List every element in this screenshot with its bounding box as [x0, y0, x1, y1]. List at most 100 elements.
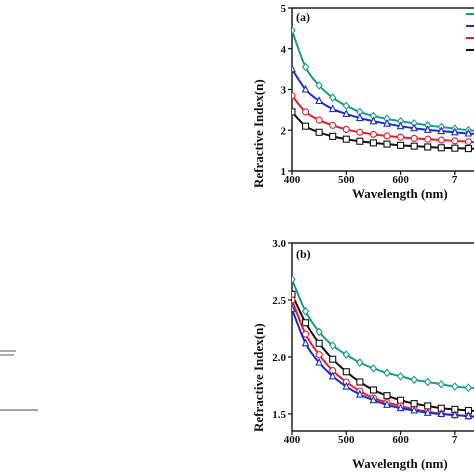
- panel-b-point-black: [397, 396, 405, 404]
- panel-b-x-tick-label: 400: [284, 434, 301, 446]
- panel-a-point-blue: [410, 123, 419, 132]
- panel-a-point-black: [451, 144, 459, 152]
- panel-b-x-tick-label: 600: [392, 434, 409, 446]
- panel-a-point-red: [329, 121, 337, 129]
- panel-a-y-tick-label: 4: [281, 44, 287, 56]
- panel-a-point-blue: [423, 125, 432, 133]
- panel-b-point-teal: [410, 375, 418, 385]
- panel-b-point-teal: [396, 371, 405, 381]
- panel-b-point-teal: [451, 382, 459, 391]
- panel-a-point-blue: [342, 109, 351, 117]
- panel-a-point-black: [424, 143, 432, 151]
- panel-a-point-blue: [369, 116, 378, 125]
- panel-a-point-blue: [437, 126, 446, 135]
- panel-a-point-blue: [383, 119, 391, 127]
- panel-b-point-blue: [396, 403, 405, 412]
- panel-b-point-blue: [383, 400, 391, 408]
- panel-a-xlabel: Wavelength (nm): [352, 186, 448, 201]
- panel-a-point-blue: [464, 128, 473, 137]
- panel-b-series-blue: [292, 304, 474, 420]
- panel-b-point-teal: [292, 275, 296, 284]
- panel-b-ticks: 400 500 600 7 1.5 2.0 2.5 3.0: [272, 238, 458, 446]
- panel-a-line-teal: [292, 30, 474, 132]
- panel-a-point-red: [292, 92, 296, 100]
- panel-b-point-teal: [369, 363, 378, 373]
- panel-a-point-red: [464, 138, 472, 146]
- panel-a-point-blue: [301, 84, 310, 93]
- panel-a-label: (a): [296, 10, 310, 24]
- panel-b-point-teal: [356, 358, 364, 367]
- panel-a-point-blue: [450, 127, 459, 136]
- panel-a-point-teal: [292, 26, 296, 35]
- panel-b-point-blue: [315, 357, 324, 366]
- panel-b-point-red: [292, 296, 296, 304]
- panel-b-point-blue: [328, 371, 337, 380]
- panel-a-point-black: [342, 135, 350, 143]
- panel-a-point-black: [292, 108, 296, 116]
- panel-b-point-blue: [410, 405, 419, 414]
- panel-a-series-red: [292, 92, 474, 146]
- panel-b-point-blue: [292, 304, 296, 313]
- panel-b-point-blue: [464, 411, 473, 420]
- panel-b: 400 500 600 7 1.5 2.0 2.5 3.0 (b) Wavelength (n…: [251, 238, 474, 471]
- panel-b-series-teal: [292, 275, 474, 393]
- panel-b-point-blue: [301, 338, 310, 347]
- panel-b-point-black: [342, 368, 350, 376]
- panel-a-x-tick-label: 7: [452, 174, 458, 186]
- panel-b-x-tick-label: 500: [338, 434, 355, 446]
- panel-b-y-tick-label: 1.5: [272, 409, 286, 421]
- panel-b-plot-area: [291, 242, 474, 432]
- panel-a-x-tick-label: 400: [284, 174, 301, 186]
- panel-a-series-blue: [292, 64, 474, 137]
- panel-b-point-teal: [301, 307, 310, 316]
- panel-b-point-black: [302, 319, 310, 327]
- panel-b-label: (b): [296, 247, 311, 261]
- panel-a-point-teal: [315, 81, 323, 90]
- panel-b-point-black: [410, 400, 418, 408]
- panel-b-point-black: [369, 386, 377, 394]
- panel-b-point-blue: [355, 389, 364, 398]
- panel-a-series-group: [292, 26, 474, 153]
- panel-b-point-blue: [437, 409, 446, 417]
- panel-b-y-tick-label: 3.0: [272, 238, 286, 250]
- panel-a-point-black: [329, 132, 337, 140]
- panel-a-point-black: [356, 137, 364, 145]
- panel-a-point-red: [451, 137, 459, 145]
- panel-b-point-red: [315, 351, 323, 359]
- panel-b-ylabel: Refractive Index(n): [251, 323, 266, 432]
- panel-a-point-red: [437, 136, 445, 144]
- panel-a-point-red: [383, 132, 391, 140]
- panel-a-point-red: [397, 133, 405, 141]
- panel-a-x-tick-label: 500: [338, 174, 355, 186]
- panel-b-point-teal: [328, 341, 337, 350]
- panel-a-point-red: [302, 108, 310, 116]
- panel-b-series-black: [292, 290, 474, 415]
- panel-b-point-black: [356, 378, 364, 386]
- panel-a-point-red: [315, 116, 323, 124]
- panel-b-point-teal: [423, 377, 432, 387]
- panel-b-point-teal: [437, 379, 446, 389]
- panel-a-point-teal: [342, 101, 351, 111]
- panel-a-y-tick-label: 2: [281, 125, 287, 137]
- panel-a-point-black: [302, 122, 310, 130]
- panel-a-point-teal: [328, 93, 337, 102]
- panel-a-point-red: [410, 134, 418, 142]
- panel-b-point-teal: [383, 368, 391, 378]
- panel-b-point-teal: [464, 383, 473, 393]
- panel-b-point-blue: [423, 408, 432, 416]
- panel-b-point-blue: [369, 395, 378, 404]
- panel-a-ticks: 400 500 600 7 1 2 3 4 5: [281, 3, 458, 186]
- panel-b-xlabel: Wavelength (nm): [352, 456, 448, 471]
- panel-b-series-group: [292, 275, 474, 420]
- panel-a-point-blue: [292, 64, 296, 73]
- panel-a-point-teal: [301, 62, 310, 72]
- panel-a-point-blue: [355, 113, 364, 122]
- panel-a: 400 500 600 7 1 2 3 4 5 (a) Wavelength (nm) Refr…: [251, 3, 474, 201]
- panel-a-ylabel: Refractive Index(n): [251, 79, 266, 188]
- panel-a-series-black: [292, 108, 474, 153]
- panel-b-y-tick-label: 2.5: [272, 295, 286, 307]
- panel-b-x-tick-label: 7: [452, 434, 458, 446]
- panel-b-point-black: [329, 355, 337, 363]
- panel-a-point-black: [410, 142, 418, 150]
- panel-a-y-tick-label: 1: [281, 166, 287, 178]
